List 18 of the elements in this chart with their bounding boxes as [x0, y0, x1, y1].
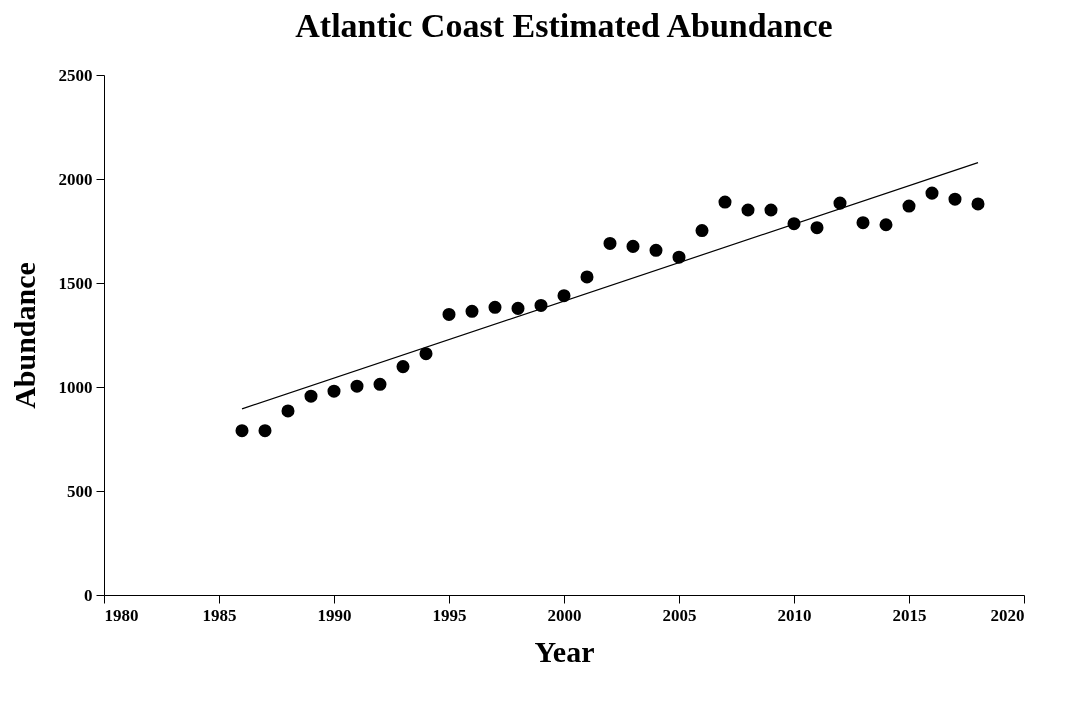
- x-tick-label: 2020: [990, 605, 1025, 625]
- x-tick-label: 2015: [892, 605, 927, 625]
- y-tick-label: 2500: [58, 65, 93, 85]
- x-tick-label: 1980: [104, 605, 139, 625]
- x-axis-title: Year: [534, 634, 595, 668]
- chart-title: Atlantic Coast Estimated Abundance: [295, 7, 833, 44]
- y-tick-label: 1000: [58, 377, 93, 397]
- x-tick-label: 2010: [777, 605, 812, 625]
- y-tick-label: 1500: [58, 273, 93, 293]
- x-tick-label: 1990: [317, 605, 352, 625]
- x-tick-label: 1995: [432, 605, 467, 625]
- x-tick-label: 2000: [547, 605, 582, 625]
- y-tick-label: 500: [67, 481, 93, 501]
- x-tick-label: 2005: [662, 605, 697, 625]
- y-tick-label: 0: [84, 585, 93, 605]
- y-axis-title: Abundance: [7, 262, 41, 409]
- y-tick-label: 2000: [58, 169, 93, 189]
- x-tick-label: 1985: [202, 605, 237, 625]
